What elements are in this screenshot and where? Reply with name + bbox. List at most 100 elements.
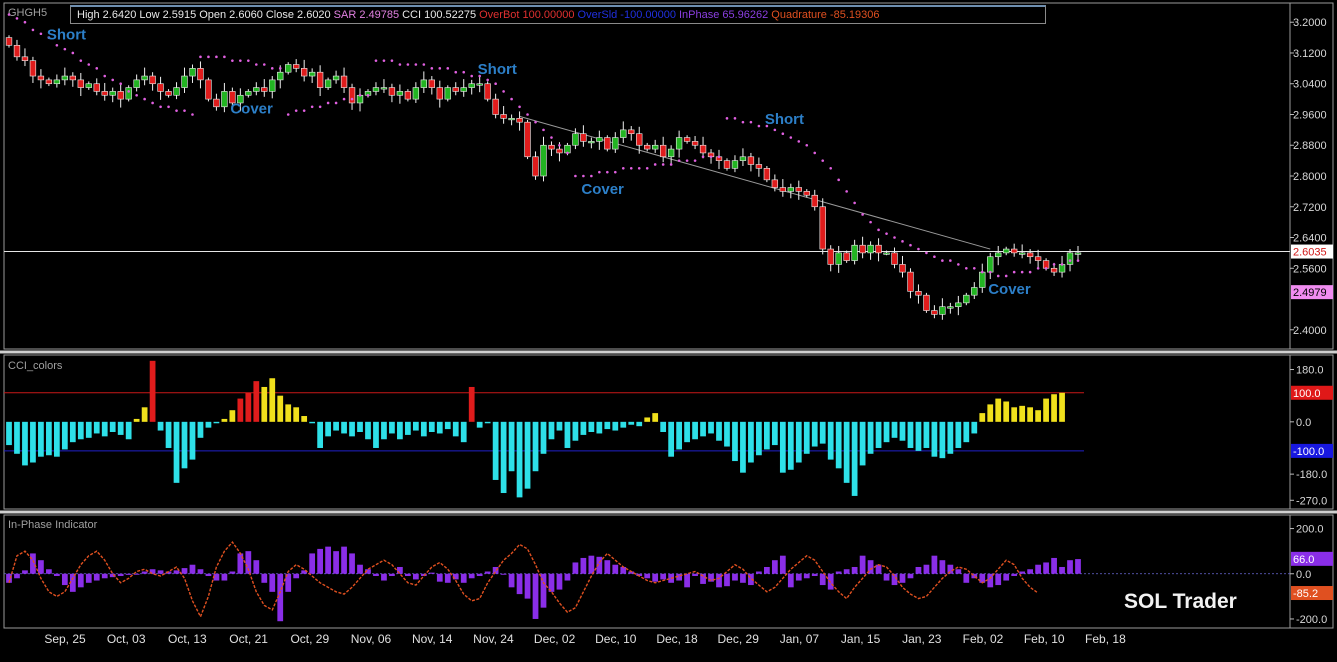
sar-dot — [845, 190, 848, 193]
candle — [779, 179, 787, 197]
cci-bar — [444, 421, 451, 430]
inphase-bar — [420, 573, 427, 577]
inphase-bar — [740, 573, 746, 583]
cci-bar — [301, 416, 308, 422]
sar-dot — [79, 59, 83, 62]
sar-dot — [837, 178, 840, 182]
candle — [771, 174, 779, 192]
candle — [819, 198, 826, 255]
inphase-bar — [101, 573, 108, 579]
candle — [827, 245, 834, 272]
candle-body — [548, 144, 555, 150]
candle — [101, 82, 108, 101]
candle — [53, 74, 61, 88]
candle — [404, 89, 412, 102]
candle — [173, 82, 180, 100]
inphase-bar — [237, 553, 244, 574]
candle — [285, 62, 292, 75]
cci-bar — [604, 421, 611, 430]
cci-bar — [556, 421, 563, 431]
sar-dot — [813, 151, 817, 155]
candle — [308, 68, 316, 83]
sar-dot — [853, 201, 856, 205]
cci-bar — [596, 421, 603, 434]
sar-dot — [909, 243, 912, 247]
price-tick-label: 3.1200 — [1293, 48, 1327, 60]
candle — [516, 111, 523, 131]
sar-dot — [63, 47, 67, 51]
candle-body — [580, 133, 587, 142]
inphase-bar — [652, 573, 659, 582]
candle — [636, 126, 643, 154]
sar-dot — [1020, 270, 1024, 274]
inphase-bar — [6, 573, 12, 583]
candle-body — [971, 287, 978, 296]
cci-bar — [692, 421, 698, 440]
sar-dot — [462, 70, 466, 74]
inphase-bar — [787, 573, 794, 588]
cci-overbought-label: 100.0 — [1293, 388, 1321, 400]
candle-body — [316, 71, 324, 88]
sar-dot — [247, 59, 250, 62]
cci-bar — [1043, 398, 1049, 422]
inphase-bar — [285, 573, 292, 592]
candle — [580, 125, 587, 147]
cci-bar — [261, 386, 268, 422]
inphase-bar — [692, 573, 698, 577]
candle-body — [667, 148, 675, 158]
candle-body — [300, 68, 308, 77]
candle-body — [308, 71, 316, 77]
sar-dot — [342, 97, 346, 101]
candle-body — [165, 91, 172, 96]
candle — [396, 84, 404, 104]
candle — [444, 85, 451, 102]
inphase-bar — [365, 569, 371, 574]
inphase-panel-axis-frame — [1289, 514, 1334, 629]
cci-bar — [1035, 410, 1041, 422]
sar-dot — [701, 155, 705, 159]
sar-dot — [310, 105, 314, 109]
cci-bar — [93, 421, 100, 434]
sar-dot — [606, 170, 609, 174]
inphase-bar — [93, 573, 100, 581]
inphase-bar — [397, 566, 403, 574]
inphase-bar — [229, 571, 236, 574]
last-price-tag — [1291, 244, 1333, 259]
candle — [85, 81, 92, 90]
cci-bar — [883, 421, 890, 443]
inphase-bar — [444, 573, 451, 583]
sar-dot — [1044, 266, 1048, 270]
candle — [69, 72, 76, 87]
candle — [37, 69, 45, 89]
candle-body — [699, 144, 707, 154]
sar-dot — [980, 270, 984, 274]
inphase-bar — [540, 573, 547, 608]
candle-body — [157, 83, 164, 92]
inphase-bar — [245, 551, 252, 574]
sar-dot — [183, 109, 186, 112]
candle — [755, 157, 763, 177]
last-price-label: 2.6035 — [1293, 247, 1327, 259]
sar-dot — [1028, 270, 1032, 274]
sar-dot — [175, 109, 178, 112]
inphase-bar — [317, 548, 323, 574]
sar-dot — [318, 105, 322, 109]
candle-body — [572, 133, 579, 146]
sar-dot — [270, 67, 274, 70]
sar-dot — [1068, 259, 1072, 262]
candle-body — [380, 87, 388, 90]
candle-body — [987, 256, 994, 273]
sar-dot — [215, 55, 218, 59]
price-tick-label: 3.2000 — [1293, 17, 1327, 29]
inphase-bar — [468, 573, 475, 579]
sar-dot — [382, 59, 386, 62]
cci-bar — [61, 421, 68, 450]
sar-dot — [7, 13, 11, 16]
inphase-bar — [476, 573, 483, 577]
sar-dot — [87, 63, 91, 66]
sar-dot — [582, 174, 585, 178]
inphase-bar — [77, 573, 84, 588]
candle-body — [404, 91, 412, 100]
cci-bar — [612, 421, 619, 431]
sar-dot — [478, 74, 481, 78]
